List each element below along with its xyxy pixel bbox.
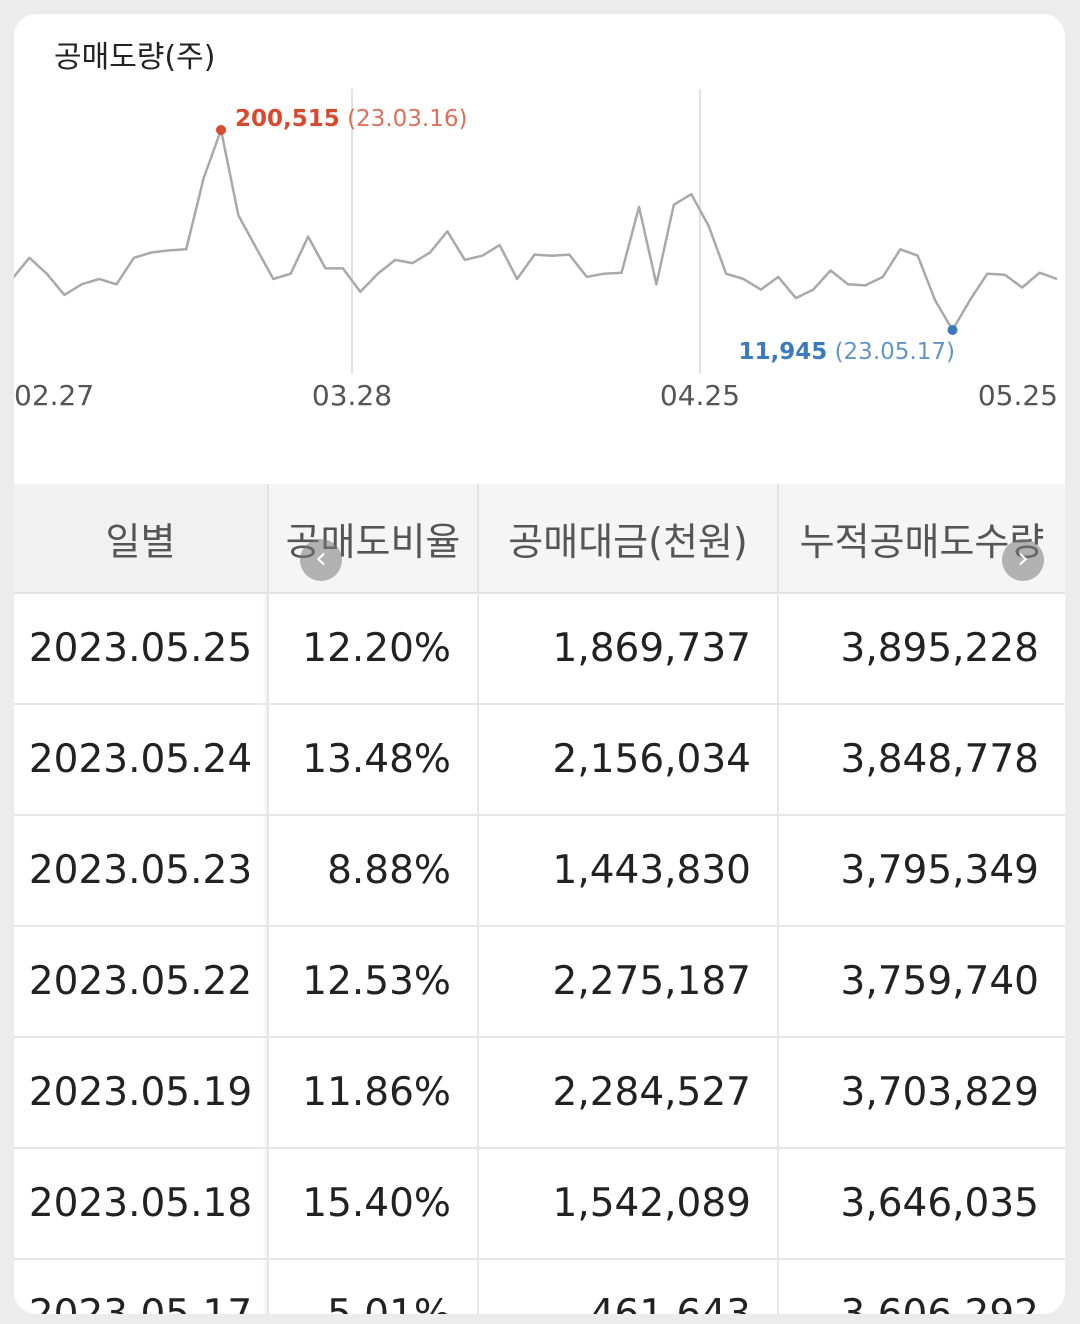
- table-row: 2023.05.25 12.20% 1,869,737 3,895,228: [14, 593, 1065, 705]
- cumulative-volume-cell: 3,759,740: [778, 926, 1065, 1038]
- table-row: 2023.05.19 11.86% 2,284,527 3,703,829: [14, 1037, 1065, 1149]
- chevron-right-icon[interactable]: ›: [1002, 539, 1044, 581]
- header-short-ratio: 공매도비율: [268, 484, 479, 594]
- table-row: 2023.05.23 8.88% 1,443,830 3,795,349: [14, 815, 1065, 927]
- chart-title: 공매도량(주): [54, 40, 216, 75]
- short-selling-table: 일별 공매도비율 공매대금(천원) 누적공매도수량 2023.05.25 12.2…: [14, 484, 1065, 1314]
- table-row: 2023.05.22 12.53% 2,275,187 3,759,740: [14, 926, 1065, 1038]
- short-ratio-cell: 5.01%: [268, 1259, 479, 1314]
- short-amount-cell: 461,643: [478, 1259, 779, 1314]
- table-row: 2023.05.24 13.48% 2,156,034 3,848,778: [14, 704, 1065, 816]
- cumulative-volume-cell: 3,606,292: [778, 1259, 1065, 1314]
- date-cell: 2023.05.25: [14, 593, 269, 705]
- short-amount-cell: 2,156,034: [478, 704, 779, 816]
- short-amount-cell: 2,275,187: [478, 926, 779, 1038]
- cumulative-volume-cell: 3,848,778: [778, 704, 1065, 816]
- short-selling-card: 200,515 (23.03.16) 11,945 (23.05.17) 02.27…: [14, 14, 1065, 1314]
- date-cell: 2023.05.18: [14, 1148, 269, 1260]
- header-short-amount: 공매대금(천원): [478, 484, 779, 594]
- cumulative-volume-cell: 3,703,829: [778, 1037, 1065, 1149]
- date-cell: 2023.05.22: [14, 926, 269, 1038]
- chevron-left-icon[interactable]: ‹: [300, 539, 342, 581]
- short-amount-cell: 1,869,737: [478, 593, 779, 705]
- table-row: 2023.05.175.01%461,6433,606,292: [14, 1259, 1065, 1314]
- cumulative-volume-cell: 3,895,228: [778, 593, 1065, 705]
- chart-svg: 200,515 (23.03.16) 11,945 (23.05.17) 02.27…: [14, 89, 1058, 412]
- x-tick-label: 02.27: [14, 379, 94, 412]
- short-selling-table-area[interactable]: 일별 공매도비율 공매대금(천원) 누적공매도수량 2023.05.25 12.2…: [14, 484, 1065, 1314]
- short-ratio-cell: 13.48%: [268, 704, 479, 816]
- table-row: 2023.05.18 15.40% 1,542,089 3,646,035: [14, 1148, 1065, 1260]
- volume-line: [14, 128, 1058, 332]
- x-tick-label: 05.25: [978, 379, 1058, 412]
- x-tick-label: 03.28: [312, 379, 392, 412]
- table-header-row: 일별 공매도비율 공매대금(천원) 누적공매도수량: [14, 484, 1065, 594]
- short-ratio-cell: 8.88%: [268, 815, 479, 927]
- short-ratio-cell: 12.53%: [268, 926, 479, 1038]
- short-amount-cell: 2,284,527: [478, 1037, 779, 1149]
- short-ratio-cell: 12.20%: [268, 593, 479, 705]
- cumulative-volume-cell: 3,646,035: [778, 1148, 1065, 1260]
- min-point-label: 11,945 (23.05.17): [739, 339, 955, 365]
- date-cell: 2023.05.23: [14, 815, 269, 927]
- short-amount-cell: 1,443,830: [478, 815, 779, 927]
- x-tick-label: 04.25: [660, 379, 740, 412]
- short-amount-cell: 1,542,089: [478, 1148, 779, 1260]
- date-cell: 2023.05.19: [14, 1037, 269, 1149]
- cumulative-volume-cell: 3,795,349: [778, 815, 1065, 927]
- date-cell: 2023.05.17: [14, 1259, 269, 1314]
- short-volume-chart: 200,515 (23.03.16) 11,945 (23.05.17) 02.27…: [14, 14, 1065, 484]
- short-ratio-cell: 15.40%: [268, 1148, 479, 1260]
- max-point-marker: [216, 125, 226, 135]
- short-ratio-cell: 11.86%: [268, 1037, 479, 1149]
- min-point-marker: [947, 325, 958, 335]
- header-date: 일별: [14, 484, 269, 594]
- max-point-label: 200,515 (23.03.16): [235, 106, 467, 132]
- date-cell: 2023.05.24: [14, 704, 269, 816]
